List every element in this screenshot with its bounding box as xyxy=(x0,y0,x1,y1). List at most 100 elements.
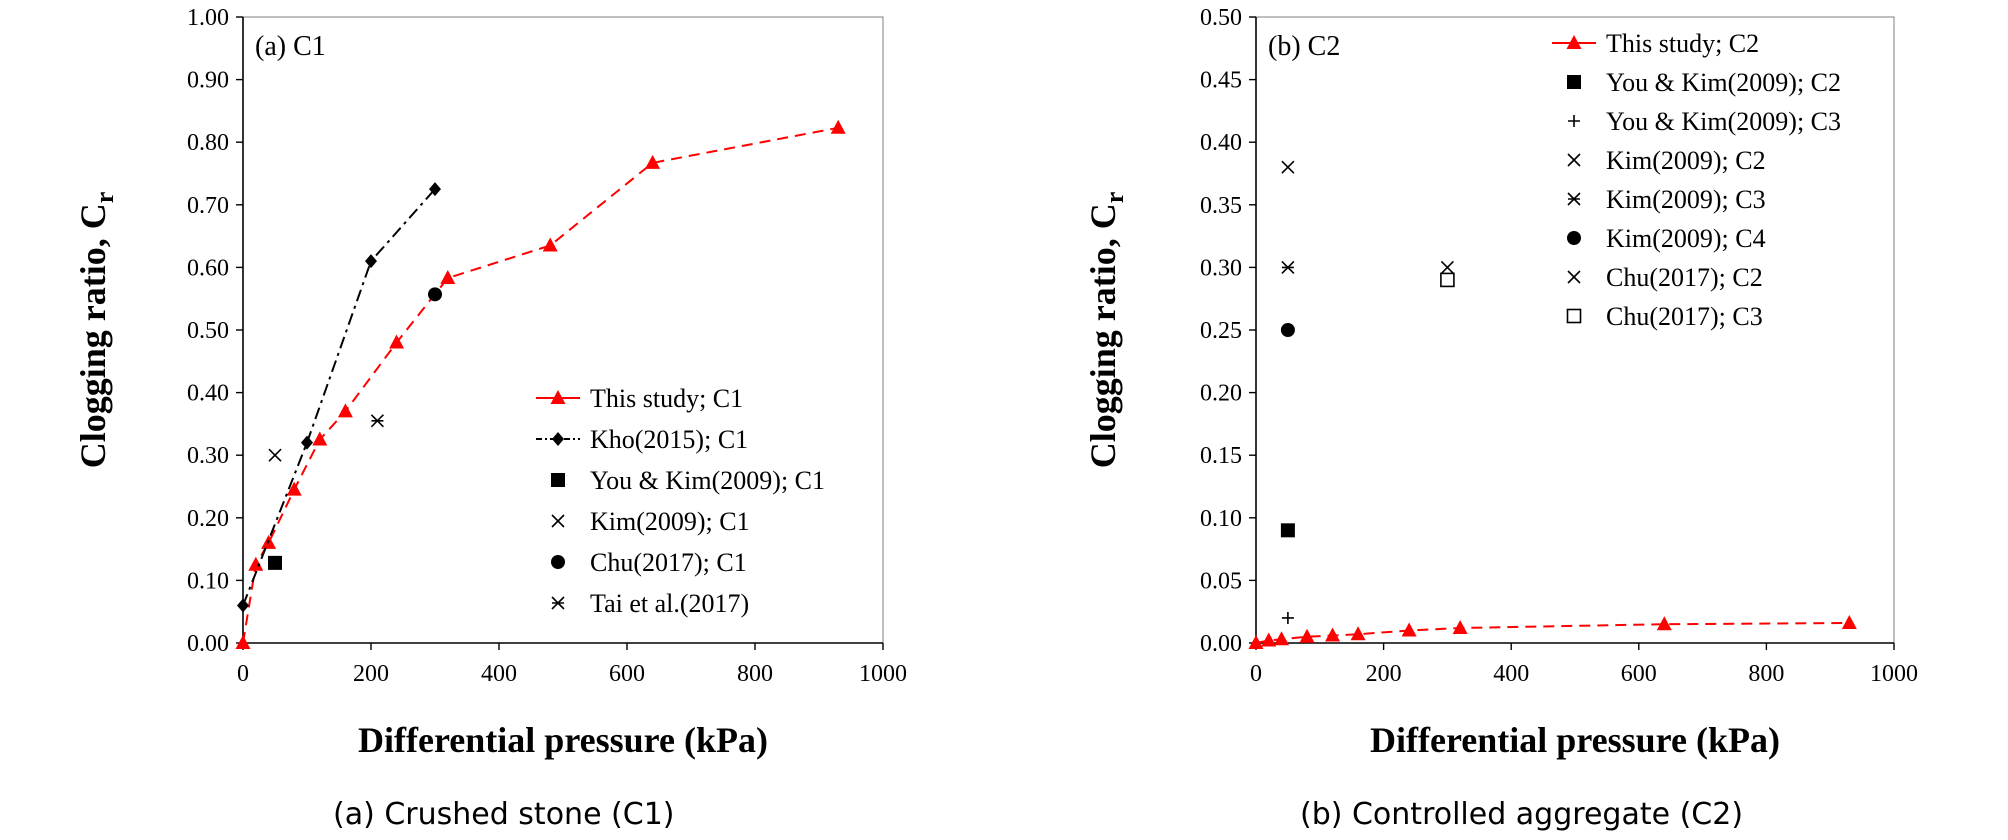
panel-a-plot-border xyxy=(242,16,884,644)
panel-a-y-tick-label: 0.80 xyxy=(187,130,229,156)
panel-b-point-kim-2009-c3-shape xyxy=(1281,260,1295,274)
panel-b-point-this-study-c2 xyxy=(1401,622,1417,637)
panel-b-point-this-study-c2 xyxy=(1656,616,1672,631)
panel-b-legend-item-chu-2017-c3: Chu(2017); C3 xyxy=(1566,302,1763,331)
panel-a-y-tick-label: 0.40 xyxy=(187,381,229,407)
panel-a-point-this-study-c1 xyxy=(286,481,302,496)
panel-b-series-you-kim-2009-c3 xyxy=(1281,611,1294,624)
panel-b-legend-marker xyxy=(1567,192,1581,206)
panel-a-legend-marker-shape xyxy=(552,432,564,446)
panel-a-x-tick-label: 0 xyxy=(237,661,249,687)
panel-a-legend-label: Kim(2009); C1 xyxy=(590,507,750,536)
panel-a-y-axis-title: Clogging ratio, Cr xyxy=(73,192,119,469)
panel-b-point-this-study-c2-shape xyxy=(1299,628,1315,643)
panel-a-point-kho-2015-c1 xyxy=(429,182,441,197)
panel-a-point-kho-2015-c1-shape xyxy=(365,254,377,269)
panel-b-x-tick-label: 600 xyxy=(1621,661,1657,687)
panel-a-legend: This study; C1 Kho(2015); C1 You & Kim(200… xyxy=(536,384,825,618)
panel-b-legend-marker-shape xyxy=(1567,192,1581,206)
panel-a-legend-marker-shape xyxy=(551,596,565,610)
panel-a-point-this-study-c1-shape xyxy=(286,481,302,496)
panel-a-point-this-study-c1 xyxy=(312,431,328,446)
panel-b-y-tick-label: 0.00 xyxy=(1200,631,1242,657)
panel-a-legend-label: Kho(2015); C1 xyxy=(590,425,748,454)
panel-b-point-you-kim-2009-c3-shape xyxy=(1281,611,1294,624)
panel-b-point-this-study-c2 xyxy=(1841,614,1857,629)
panel-b-series-chu-2017-c2 xyxy=(1440,260,1454,274)
panel-a-point-this-study-c1 xyxy=(248,556,264,571)
panel-a-series-kho-2015-c1 xyxy=(237,182,441,613)
panel-b-point-this-study-c2 xyxy=(1274,631,1290,646)
caption-b: (b) Controlled aggregate (C2) xyxy=(1300,797,1744,832)
panel-a-point-this-study-c1-shape xyxy=(389,334,405,349)
panel-b-series-chu-2017-c3 xyxy=(1440,272,1455,288)
panel-b-legend-marker xyxy=(1567,270,1581,284)
panel-a-series-you-kim-2009-c1 xyxy=(268,555,282,570)
panel-b-x-tick-label: 0 xyxy=(1250,661,1262,687)
panel-b-y-tick-label: 0.40 xyxy=(1200,130,1242,156)
panel-a-x-tick-label: 400 xyxy=(481,661,517,687)
panel-b-legend-item-kim-2009-c2: Kim(2009); C2 xyxy=(1567,146,1766,175)
panel-a-point-this-study-c1-shape xyxy=(645,154,661,169)
panel-a-point-kho-2015-c1-shape xyxy=(237,598,249,613)
panel-b-legend-marker-shape xyxy=(1568,115,1580,127)
panel-b-point-chu-2017-c3-shape xyxy=(1440,272,1455,288)
panel-b-legend-marker-shape xyxy=(1567,75,1581,89)
panel-a-point-kim-2009-c1-shape xyxy=(268,448,282,462)
panel-a: 0.00 0.10 0.20 0.30 0.40 0.50 0.60 0.70 0.80 0.90… xyxy=(73,5,907,760)
panel-b-y-tick-label: 0.45 xyxy=(1200,68,1242,94)
panel-b-legend-label: Kim(2009); C3 xyxy=(1606,185,1766,214)
panel-a-point-kho-2015-c1 xyxy=(301,435,313,450)
panel-a-legend-item-tai-et-al-2017: Tai et al.(2017) xyxy=(551,589,749,618)
panel-a-point-kim-2009-c1 xyxy=(268,448,282,462)
panel-b-point-you-kim-2009-c2-shape xyxy=(1280,523,1295,538)
panel-a-y-tick-label: 0.20 xyxy=(187,506,229,532)
panel-b-legend: This study; C2 You & Kim(2009); C2 You & K… xyxy=(1552,29,1841,331)
panel-a-x-tick-label: 1000 xyxy=(859,661,907,687)
panel-a-point-this-study-c1-shape xyxy=(542,237,558,252)
panel-a-point-chu-2017-c1-shape xyxy=(428,287,442,302)
panel-b-legend-item-kim-2009-c3: Kim(2009); C3 xyxy=(1567,185,1766,214)
panel-b-legend-marker-shape xyxy=(1567,231,1581,245)
panel-a-point-tai-et-al-2017-shape xyxy=(370,414,384,428)
panel-a-legend-marker xyxy=(551,596,565,610)
panel-a-y-tick-label: 0.50 xyxy=(187,318,229,344)
panel-a-point-kho-2015-c1 xyxy=(237,598,249,613)
panel-b-legend-marker-shape xyxy=(1566,35,1582,49)
panel-a-y-tick-label: 0.10 xyxy=(187,568,229,594)
panel-b-legend-item-you-kim-2009-c2: You & Kim(2009); C2 xyxy=(1567,68,1841,97)
panel-a-point-kho-2015-c1-shape xyxy=(301,435,313,450)
panel-b-point-chu-2017-c2-shape xyxy=(1440,260,1454,274)
panel-b-y-axis-title: Clogging ratio, Cr xyxy=(1083,192,1129,469)
panel-a-point-this-study-c1-shape xyxy=(248,556,264,571)
panel-b-legend-item-this-study-c2: This study; C2 xyxy=(1552,29,1759,58)
panel-a-series-line-this-study-c1 xyxy=(242,126,839,644)
panel-b-legend-marker xyxy=(1567,153,1581,167)
panel-b-legend-label: Chu(2017); C3 xyxy=(1606,302,1763,331)
panel-a-legend-marker xyxy=(550,390,566,404)
panel-b-legend-label: Kim(2009); C4 xyxy=(1606,224,1766,253)
panel-a-point-this-study-c1 xyxy=(830,119,846,134)
panel-a-y-tick-label: 0.30 xyxy=(187,443,229,469)
panel-b-series-kim-2009-c4 xyxy=(1280,323,1295,337)
panel-b-point-this-study-c2 xyxy=(1350,626,1366,641)
panel-a-legend-marker-shape xyxy=(550,390,566,404)
panel-b-x-tick-label: 200 xyxy=(1366,661,1402,687)
panel-b-point-you-kim-2009-c3 xyxy=(1281,611,1294,624)
panel-a-series-chu-2017-c1 xyxy=(428,287,442,302)
panel-a-legend-item-kho-2015-c1: Kho(2015); C1 xyxy=(536,425,748,454)
panel-a-point-tai-et-al-2017 xyxy=(370,414,384,428)
panel-b-legend-label: Chu(2017); C2 xyxy=(1606,263,1763,292)
panel-a-legend-item-you-kim-2009-c1: You & Kim(2009); C1 xyxy=(551,466,825,495)
panel-a-legend-marker xyxy=(551,473,565,487)
panel-b: 0.00 0.05 0.10 0.15 0.20 0.25 0.30 0.35 0.40 0.45… xyxy=(1083,5,1918,760)
panel-a-point-this-study-c1-shape xyxy=(312,431,328,446)
panel-b-legend-marker xyxy=(1567,75,1581,89)
panel-a-legend-label: You & Kim(2009); C1 xyxy=(590,466,825,495)
panel-b-x-tick-label: 800 xyxy=(1748,661,1784,687)
panel-b-legend-item-you-kim-2009-c3: You & Kim(2009); C3 xyxy=(1568,107,1841,136)
panel-b-panel-label: (b) C2 xyxy=(1268,31,1340,62)
panel-b-legend-marker xyxy=(1568,115,1580,127)
caption-a: (a) Crushed stone (C1) xyxy=(333,797,675,832)
panel-a-x-tick-label: 600 xyxy=(609,661,645,687)
